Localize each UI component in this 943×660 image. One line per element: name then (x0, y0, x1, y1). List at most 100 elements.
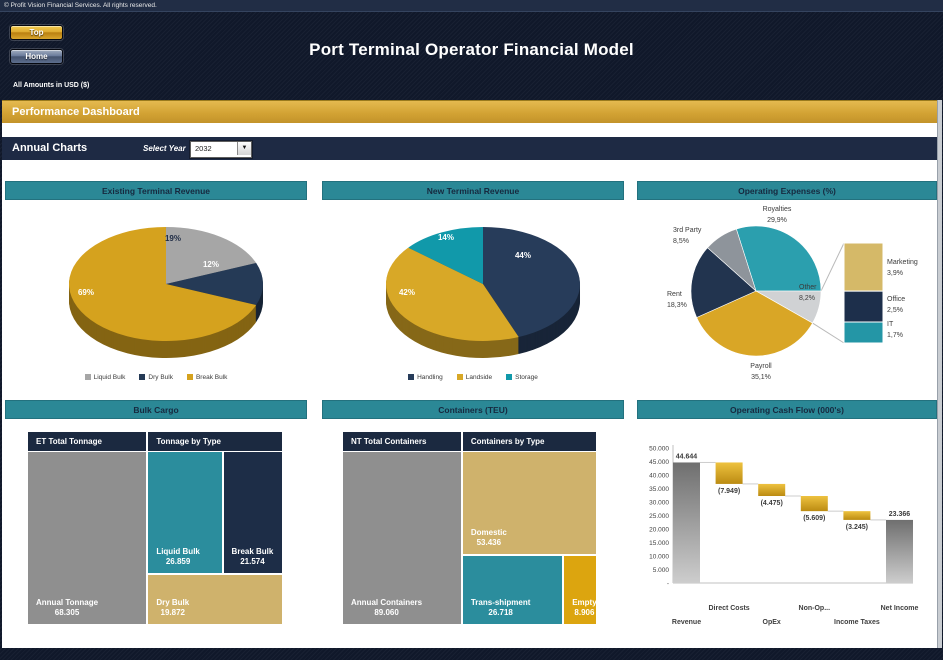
x-category-label: Non-Op... (799, 605, 831, 612)
bulk-cargo-treemap: ET Total Tonnage Annual Tonnage 68.305 Tonn… (27, 431, 283, 625)
treemap-cell-label: Empty 8.906 (572, 598, 596, 618)
bar-data-label: (4.475) (761, 500, 783, 507)
performance-banner-title: Performance Dashboard (12, 106, 140, 118)
legend-item-liquid-bulk: Liquid Bulk (84, 374, 125, 381)
cell-name: Annual Containers (351, 598, 423, 607)
bar-data-label: (5.609) (803, 515, 825, 522)
callout-value: 3,9% (887, 270, 903, 277)
waterfall-bar-non-op (800, 496, 828, 512)
callout-value: 8,2% (799, 295, 815, 302)
containers-treemap: NT Total Containers Annual Containers 89.0… (342, 431, 597, 625)
pie-data-label-liquid-bulk: 19% (165, 234, 181, 243)
treemap-group-header: Containers by Type (461, 431, 597, 451)
panel-bulk-cargo: Bulk Cargo ET Total Tonnage Annual Tonnag… (5, 400, 307, 648)
pie-data-label-dry-bulk: 12% (203, 260, 219, 269)
existing-terminal-revenue-chart: 19% 12% 69% Liquid Bulk Dry Bulk Break Bulk (5, 200, 307, 396)
treemap-cell-label: Annual Tonnage 68.305 (36, 598, 98, 618)
cell-value: 19.872 (160, 608, 185, 617)
treemap-cell-label: Annual Containers 89.060 (351, 598, 422, 618)
treemap-group-et-total-tonnage: ET Total Tonnage Annual Tonnage 68.305 (27, 431, 148, 625)
callout-label: Rent (667, 291, 682, 298)
cell-value: 26.859 (165, 557, 191, 567)
treemap-cell-annual-containers: Annual Containers 89.060 (342, 451, 462, 625)
callout-label: Payroll (750, 363, 772, 370)
treemap-cell-break-bulk: Break Bulk 21.574 (222, 451, 283, 575)
x-category-label: Direct Costs (708, 605, 749, 612)
callout-label: IT (887, 321, 894, 328)
y-tick-label: 45.000 (649, 459, 669, 466)
x-category-label: Revenue (672, 619, 701, 626)
treemap-cell-label: Domestic 53.436 (471, 528, 507, 548)
pie-slice-rent (690, 247, 757, 318)
treemap-group-containers-by-type: Containers by Type Domestic 53.436 Trans-sh… (461, 431, 597, 625)
waterfall-bar-revenue (673, 462, 700, 583)
x-category-label: Net Income (881, 605, 919, 612)
treemap-group-body: Domestic 53.436 Trans-shipment 26.718 Empty 8… (461, 451, 597, 625)
treemap-group-body: Liquid Bulk 26.859 Break Bulk 21.574 Dry Bul… (147, 451, 283, 625)
legend-marker (456, 374, 463, 380)
chevron-down-icon[interactable]: ▼ (237, 142, 251, 155)
x-category-label: Income Taxes (834, 619, 880, 626)
panel-containers: Containers (TEU) NT Total Containers Annu… (322, 400, 624, 648)
copyright-text: © Profit Vision Financial Services. All … (4, 2, 157, 9)
bar-segment-it (843, 321, 884, 344)
legend-item-storage: Storage (506, 374, 538, 381)
panel-operating-expenses: Operating Expenses (%) Royalties 29,9% 3… (637, 181, 937, 396)
x-category-label: OpEx (763, 619, 781, 626)
home-button[interactable]: Home (10, 49, 63, 64)
callout-label: 3rd Party (673, 227, 702, 234)
panel-title-operating-expenses: Operating Expenses (%) (637, 181, 937, 200)
y-tick-label: - (667, 581, 669, 588)
y-tick-label: 10.000 (649, 554, 669, 561)
y-tick-label: 40.000 (649, 473, 669, 480)
y-tick-label: 50.000 (649, 446, 669, 453)
operating-cash-flow-chart: 50.000 45.000 40.000 35.000 30.000 25.000 20.0… (637, 419, 937, 648)
series-line (820, 242, 845, 292)
year-select-value: 2032 (195, 144, 212, 153)
y-tick-label: 20.000 (649, 527, 669, 534)
bar-callout-office: Office 2,5% (887, 294, 905, 316)
cell-value: 26.718 (488, 608, 513, 617)
top-button[interactable]: Top (10, 25, 63, 40)
callout-value: 2,5% (887, 307, 903, 314)
legend-label: Storage (515, 374, 538, 381)
operating-expenses-chart: Royalties 29,9% 3rd Party 8,5% Rent 18,3… (637, 200, 937, 396)
cell-name: Annual Tonnage (36, 598, 99, 607)
cell-value: 89.060 (374, 608, 399, 617)
cell-name: Empty (572, 598, 597, 607)
pie-slice-liquid-bulk (166, 227, 257, 284)
cell-value: 53.436 (476, 538, 502, 548)
year-select[interactable]: 2032 ▼ (190, 141, 252, 158)
dashboard-content: Performance Dashboard Annual Charts Sele… (2, 100, 937, 648)
amounts-note: All Amounts in USD ($) (13, 82, 90, 89)
bar-data-label: 44.644 (676, 453, 698, 460)
legend-item-landside: Landside (456, 374, 492, 381)
pie-data-label-landside: 42% (399, 288, 415, 297)
panel-title-new-terminal-revenue: New Terminal Revenue (322, 181, 624, 200)
cell-name: Domestic (470, 528, 507, 538)
legend-marker (139, 374, 146, 380)
pie-callout-payroll: Payroll 35,1% (729, 361, 793, 383)
waterfall-svg: 50.000 45.000 40.000 35.000 30.000 25.000 20.0… (649, 445, 919, 626)
callout-value: 8,5% (673, 238, 689, 245)
cell-name: Break Bulk (231, 547, 274, 557)
select-year-label: Select Year (143, 144, 186, 153)
callout-value: 29,9% (767, 217, 787, 224)
new-revenue-svg: 44% 42% 14% (386, 227, 580, 358)
copyright-bar: © Profit Vision Financial Services. All … (0, 0, 943, 12)
pie-data-label-storage: 14% (438, 233, 454, 242)
pie-slice-break-bulk (69, 227, 257, 341)
chart-legend: Liquid Bulk Dry Bulk Break Bulk (5, 366, 307, 384)
panel-new-terminal-revenue: New Terminal Revenue 44% 42% 14% Handling La… (322, 181, 624, 396)
treemap-cell-label: Trans-shipment 26.718 (471, 598, 531, 618)
bulk-cargo-treemap: ET Total Tonnage Annual Tonnage 68.305 Tonn… (5, 419, 307, 648)
legend-label: Handling (417, 374, 443, 381)
legend-marker (186, 374, 193, 380)
scrollbar[interactable] (937, 100, 942, 648)
cell-value: 8.906 (574, 608, 595, 617)
legend-item-handling: Handling (408, 374, 443, 381)
panel-title-bulk-cargo: Bulk Cargo (5, 400, 307, 419)
panel-operating-cash-flow: Operating Cash Flow (000's) 50.000 45.000… (637, 400, 937, 648)
treemap-group-header: Tonnage by Type (147, 431, 283, 451)
pie-callout-3rd-party: 3rd Party 8,5% (673, 225, 701, 247)
